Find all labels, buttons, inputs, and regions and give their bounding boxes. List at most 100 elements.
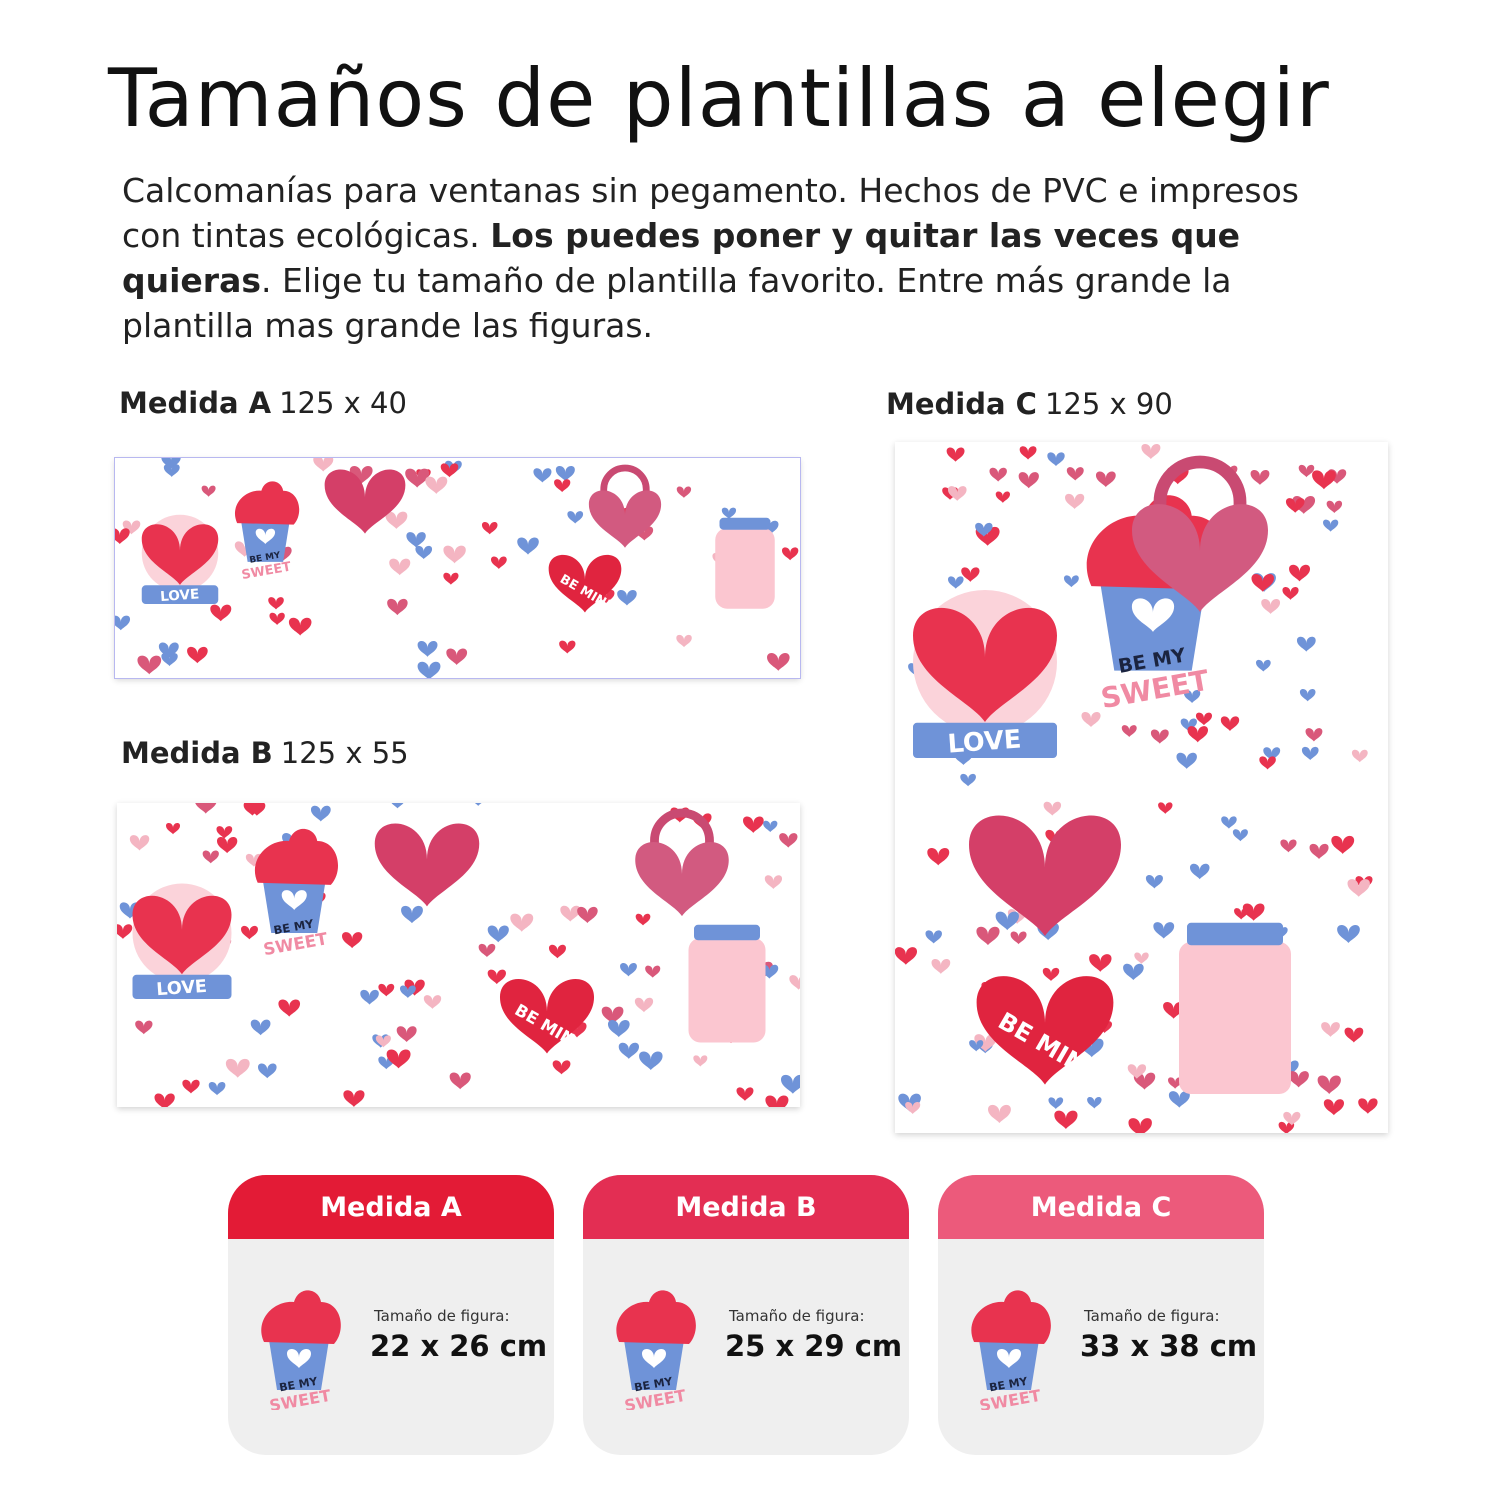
heart-icon <box>378 983 395 997</box>
heart-icon <box>481 522 498 535</box>
heart-icon <box>1234 908 1249 920</box>
heart-icon <box>1150 729 1169 744</box>
padlock-heart-sticker <box>588 490 662 548</box>
heart-icon <box>161 653 178 667</box>
heart-icon <box>1063 575 1079 588</box>
heart-icon <box>129 835 150 851</box>
heart-icon <box>202 850 219 864</box>
jar-sticker <box>715 528 775 609</box>
heart-icon <box>399 985 416 999</box>
heart-icon <box>342 932 363 949</box>
heart-icon <box>443 572 459 585</box>
heart-icon <box>1323 1099 1345 1116</box>
heart-icon <box>269 612 285 625</box>
heart-icon <box>764 875 783 889</box>
heart-icon <box>360 989 379 1005</box>
heart-icon <box>988 1104 1011 1124</box>
heart-icon <box>960 773 976 787</box>
size-dimensions: 125 x 90 <box>1044 387 1173 421</box>
heart-icon <box>487 969 506 985</box>
heart-icon <box>310 805 331 822</box>
heart-icon <box>1087 1096 1102 1109</box>
heart-icon <box>743 816 764 833</box>
heart-icon <box>1048 1097 1064 1109</box>
heart-icon <box>997 1348 1021 1368</box>
heart-icon <box>387 598 408 616</box>
heart-icon <box>385 511 408 529</box>
heart-icon <box>1321 1022 1340 1037</box>
heart-icon <box>676 486 692 498</box>
jar-sticker <box>688 938 766 1043</box>
heart-icon <box>161 458 181 470</box>
heart-icon <box>676 634 692 648</box>
heart-icon <box>995 911 1019 931</box>
heart-icon <box>401 905 423 924</box>
heart-icon <box>976 926 1000 946</box>
heart-icon <box>552 1060 571 1075</box>
heart-icon <box>946 447 965 462</box>
heart-icon <box>1351 749 1368 763</box>
heart-icon <box>1251 573 1275 592</box>
description-bold: Los puedes poner y quitar las veces que … <box>122 216 1241 300</box>
page-title: Tamaños de plantillas a elegir <box>108 52 1330 145</box>
figure-size: 22 x 26 cm <box>370 1329 548 1363</box>
heart-icon <box>533 468 552 483</box>
heart-icon <box>1301 746 1319 761</box>
description-text: Calcomanías para ventanas sin pegamento.… <box>122 171 1299 255</box>
heart-icon <box>1168 1091 1190 1108</box>
heart-icon <box>313 458 334 472</box>
heart-icon <box>721 507 737 519</box>
heart-icon <box>969 1040 984 1052</box>
padlock-shackle <box>650 808 714 863</box>
heart-icon <box>137 655 162 675</box>
heart-icon <box>182 1079 200 1094</box>
heart-icon <box>117 924 133 939</box>
heart-icon <box>255 528 276 545</box>
heart-icon <box>1283 1111 1301 1126</box>
heart-icon <box>925 930 942 944</box>
heart-icon <box>375 1035 391 1048</box>
sticker-sheet-a: LOVE BE MY SWEET BE MINE <box>114 457 801 679</box>
heart-icon <box>208 1082 226 1096</box>
heart-icon <box>278 999 301 1017</box>
heart-icon <box>1176 752 1197 769</box>
heart-icon <box>216 826 233 839</box>
figure-label: Tamaño de figura: <box>729 1307 865 1325</box>
heart-icon <box>607 1019 630 1038</box>
heart-icon <box>1195 712 1213 726</box>
size-label-c: Medida C 125 x 90 <box>886 387 1173 421</box>
heart-icon <box>474 803 482 806</box>
lock-heart-sticker <box>913 607 1057 722</box>
heart-icon <box>1141 443 1161 460</box>
heart-icon <box>1289 564 1311 582</box>
heart-icon <box>693 1055 708 1067</box>
heart-icon <box>122 520 141 535</box>
heart-icon <box>1095 471 1116 488</box>
description: Calcomanías para ventanas sin pegamento.… <box>122 168 1302 348</box>
padlock-heart-sticker <box>1132 504 1268 612</box>
heart-icon <box>1344 1027 1364 1043</box>
size-card-b: Medida B BE MY SWEET Tamaño de figura: 25… <box>583 1175 909 1455</box>
heart-icon <box>548 944 566 959</box>
heart-icon <box>1127 1064 1147 1079</box>
description-text-end: . Elige tu tamaño de plantilla favorito.… <box>122 261 1232 345</box>
heart-icon <box>1255 659 1271 672</box>
heart-icon <box>642 1348 666 1368</box>
heart-icon <box>115 528 130 545</box>
love-ribbon <box>913 722 1057 758</box>
heart-icon <box>1250 469 1270 485</box>
heart-icon <box>1131 598 1175 632</box>
heart-icon <box>268 597 284 610</box>
heart-icon <box>1331 835 1355 854</box>
heart-icon <box>1259 756 1276 770</box>
heart-icon <box>425 476 448 494</box>
sticker-text: LOVE <box>160 586 200 605</box>
figure-size: 33 x 38 cm <box>1080 1329 1258 1363</box>
